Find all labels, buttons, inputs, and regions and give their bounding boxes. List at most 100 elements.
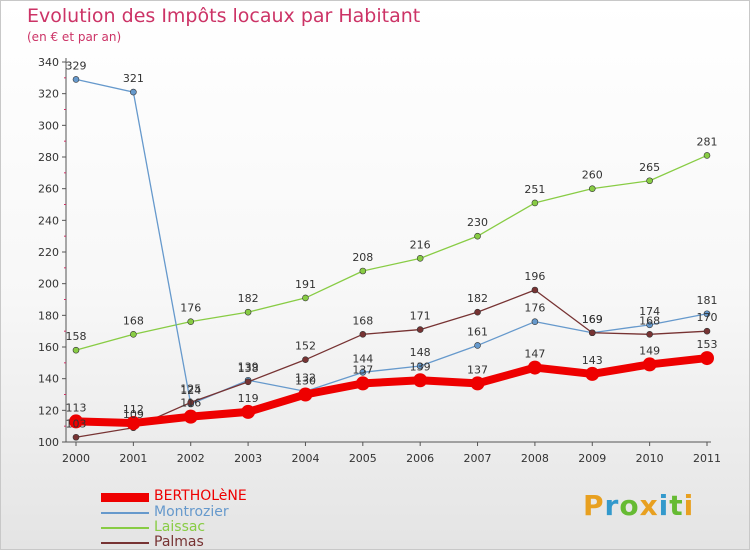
data-label: 265	[639, 161, 660, 174]
data-label: 182	[467, 292, 488, 305]
series-line	[75, 78, 708, 405]
data-point	[244, 378, 252, 386]
y-tick-label: 240	[38, 214, 59, 227]
y-tick-label: 260	[38, 183, 59, 196]
y-tick-label: 100	[38, 436, 59, 449]
y-tick-label: 340	[38, 56, 59, 69]
data-point	[413, 373, 428, 388]
legend-label: BERTHOLèNE	[154, 488, 247, 504]
data-point	[130, 88, 137, 96]
series-line	[72, 354, 711, 427]
legend-swatch	[101, 527, 149, 529]
logo-letter: P	[583, 489, 605, 522]
data-label: 169	[582, 313, 603, 326]
data-label: 170	[697, 311, 718, 324]
data-point	[531, 286, 539, 294]
legend-swatch	[101, 512, 149, 514]
x-tick-label: 2005	[349, 452, 377, 465]
x-tick-label: 2001	[119, 452, 147, 465]
logo-letter: x	[639, 489, 659, 522]
y-tick-label: 200	[38, 278, 59, 291]
data-label: 153	[697, 338, 718, 351]
data-label: 124	[180, 384, 201, 397]
logo-letter: i	[683, 489, 695, 522]
x-tick-label: 2009	[578, 452, 606, 465]
x-tick-label: 2008	[521, 452, 549, 465]
x-tick-label: 2007	[464, 452, 492, 465]
data-label: 230	[467, 216, 488, 229]
data-point	[527, 360, 542, 375]
data-label: 181	[697, 294, 718, 307]
data-label: 168	[352, 314, 373, 327]
data-point	[700, 351, 714, 366]
data-label: 112	[123, 403, 144, 416]
data-label: 103	[66, 417, 87, 430]
x-tick-label: 2011	[693, 452, 721, 465]
data-label: 158	[66, 330, 87, 343]
data-label: 132	[295, 371, 316, 384]
data-label: 260	[582, 169, 603, 182]
data-label: 329	[66, 59, 87, 72]
legend-label: Laissac	[154, 519, 206, 535]
y-tick-label: 120	[38, 404, 59, 417]
data-point	[359, 267, 367, 275]
data-point	[126, 416, 141, 430]
x-tick-label: 2000	[62, 452, 90, 465]
data-point	[531, 318, 539, 325]
chart-subtitle: (en € et par an)	[27, 30, 122, 44]
data-point	[470, 376, 485, 391]
data-point	[130, 331, 137, 338]
x-tick-label: 2010	[636, 452, 664, 465]
legend-label: Montrozier	[154, 504, 229, 520]
logo-letter: t	[669, 489, 684, 522]
x-tick-label: 2003	[234, 452, 262, 465]
data-label: 149	[639, 344, 660, 357]
data-label: 138	[238, 362, 259, 375]
data-label: 161	[467, 325, 488, 338]
data-point	[72, 76, 80, 83]
data-label: 216	[410, 238, 431, 251]
data-point	[703, 327, 711, 335]
data-point	[183, 409, 198, 424]
y-tick-label: 300	[38, 119, 59, 132]
data-label: 174	[639, 305, 660, 318]
series-line	[75, 289, 708, 438]
data-label: 169	[582, 313, 603, 326]
data-label: 130	[295, 375, 316, 388]
data-point	[585, 366, 600, 381]
x-tick-label: 2002	[177, 452, 205, 465]
data-label: 113	[66, 401, 87, 414]
data-label: 125	[180, 382, 201, 395]
data-point	[416, 255, 424, 262]
data-point	[359, 331, 367, 338]
data-point	[474, 342, 481, 349]
data-point	[416, 362, 424, 370]
data-label: 139	[238, 360, 259, 373]
data-point	[302, 356, 309, 363]
data-label: 119	[238, 392, 259, 405]
data-label: 147	[524, 348, 545, 361]
x-tick-label: 2006	[406, 452, 434, 465]
data-label: 321	[123, 72, 144, 85]
x-tick-label: 2004	[291, 452, 319, 465]
data-point	[72, 433, 80, 441]
logo-letter: o	[619, 489, 640, 522]
data-label: 109	[123, 408, 144, 421]
data-point	[241, 404, 256, 419]
data-point	[69, 414, 83, 429]
proxiti-logo: Proxiti	[583, 489, 694, 522]
data-point	[244, 308, 252, 316]
y-tick-label: 220	[38, 246, 59, 259]
data-label: 176	[524, 302, 545, 315]
data-label: 251	[524, 183, 545, 196]
data-label: 144	[352, 352, 373, 365]
data-point	[642, 357, 657, 372]
data-label: 168	[639, 314, 660, 327]
data-point	[302, 294, 309, 302]
data-point	[588, 329, 596, 337]
y-tick-label: 280	[38, 151, 59, 164]
legend-label: Palmas	[154, 534, 204, 550]
chart-title: Evolution des Impôts locaux par Habitant	[27, 5, 421, 27]
data-point	[416, 326, 424, 333]
